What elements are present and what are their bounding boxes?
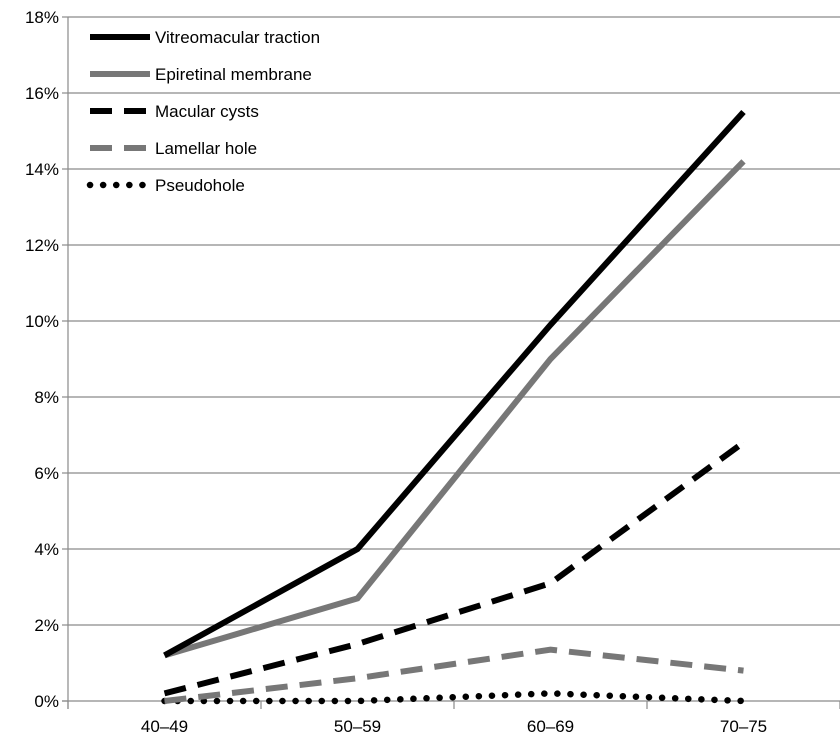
series-line-vitreomacular-traction [163,109,746,659]
y-tick-label: 8% [34,388,59,407]
legend-label: Lamellar hole [155,139,257,158]
x-tick-labels: 40–49 50–59 60–69 70–75 [141,717,767,736]
y-tick-label: 6% [34,464,59,483]
series-line-pseudohole [161,690,747,705]
y-tick-label: 4% [34,540,59,559]
legend-label: Pseudohole [155,176,245,195]
legend-label: Macular cysts [155,102,259,121]
y-tick-label: 0% [34,692,59,711]
x-tick-label: 50–59 [334,717,381,736]
series-line-lamellar-hole [164,646,744,704]
series-line-epiretinal-membrane [163,159,746,659]
y-tick-label: 14% [25,160,59,179]
series-lines [161,109,747,705]
legend: Vitreomacular traction Epiretinal membran… [86,28,320,195]
y-tick-label: 10% [25,312,59,331]
gridlines [68,16,840,626]
y-tick-label: 16% [25,84,59,103]
legend-label: Vitreomacular traction [155,28,320,47]
x-tick-label: 40–49 [141,717,188,736]
y-tick-label: 12% [25,236,59,255]
x-tick-label: 70–75 [720,717,767,736]
y-tick-labels: 0% 2% 4% 6% 8% 10% 12% 14% 16% 18% [25,8,59,711]
series-line-macular-cysts [163,440,746,697]
y-tick-label: 18% [25,8,59,27]
x-tick-label: 60–69 [527,717,574,736]
y-tick-label: 2% [34,616,59,635]
legend-label: Epiretinal membrane [155,65,312,84]
